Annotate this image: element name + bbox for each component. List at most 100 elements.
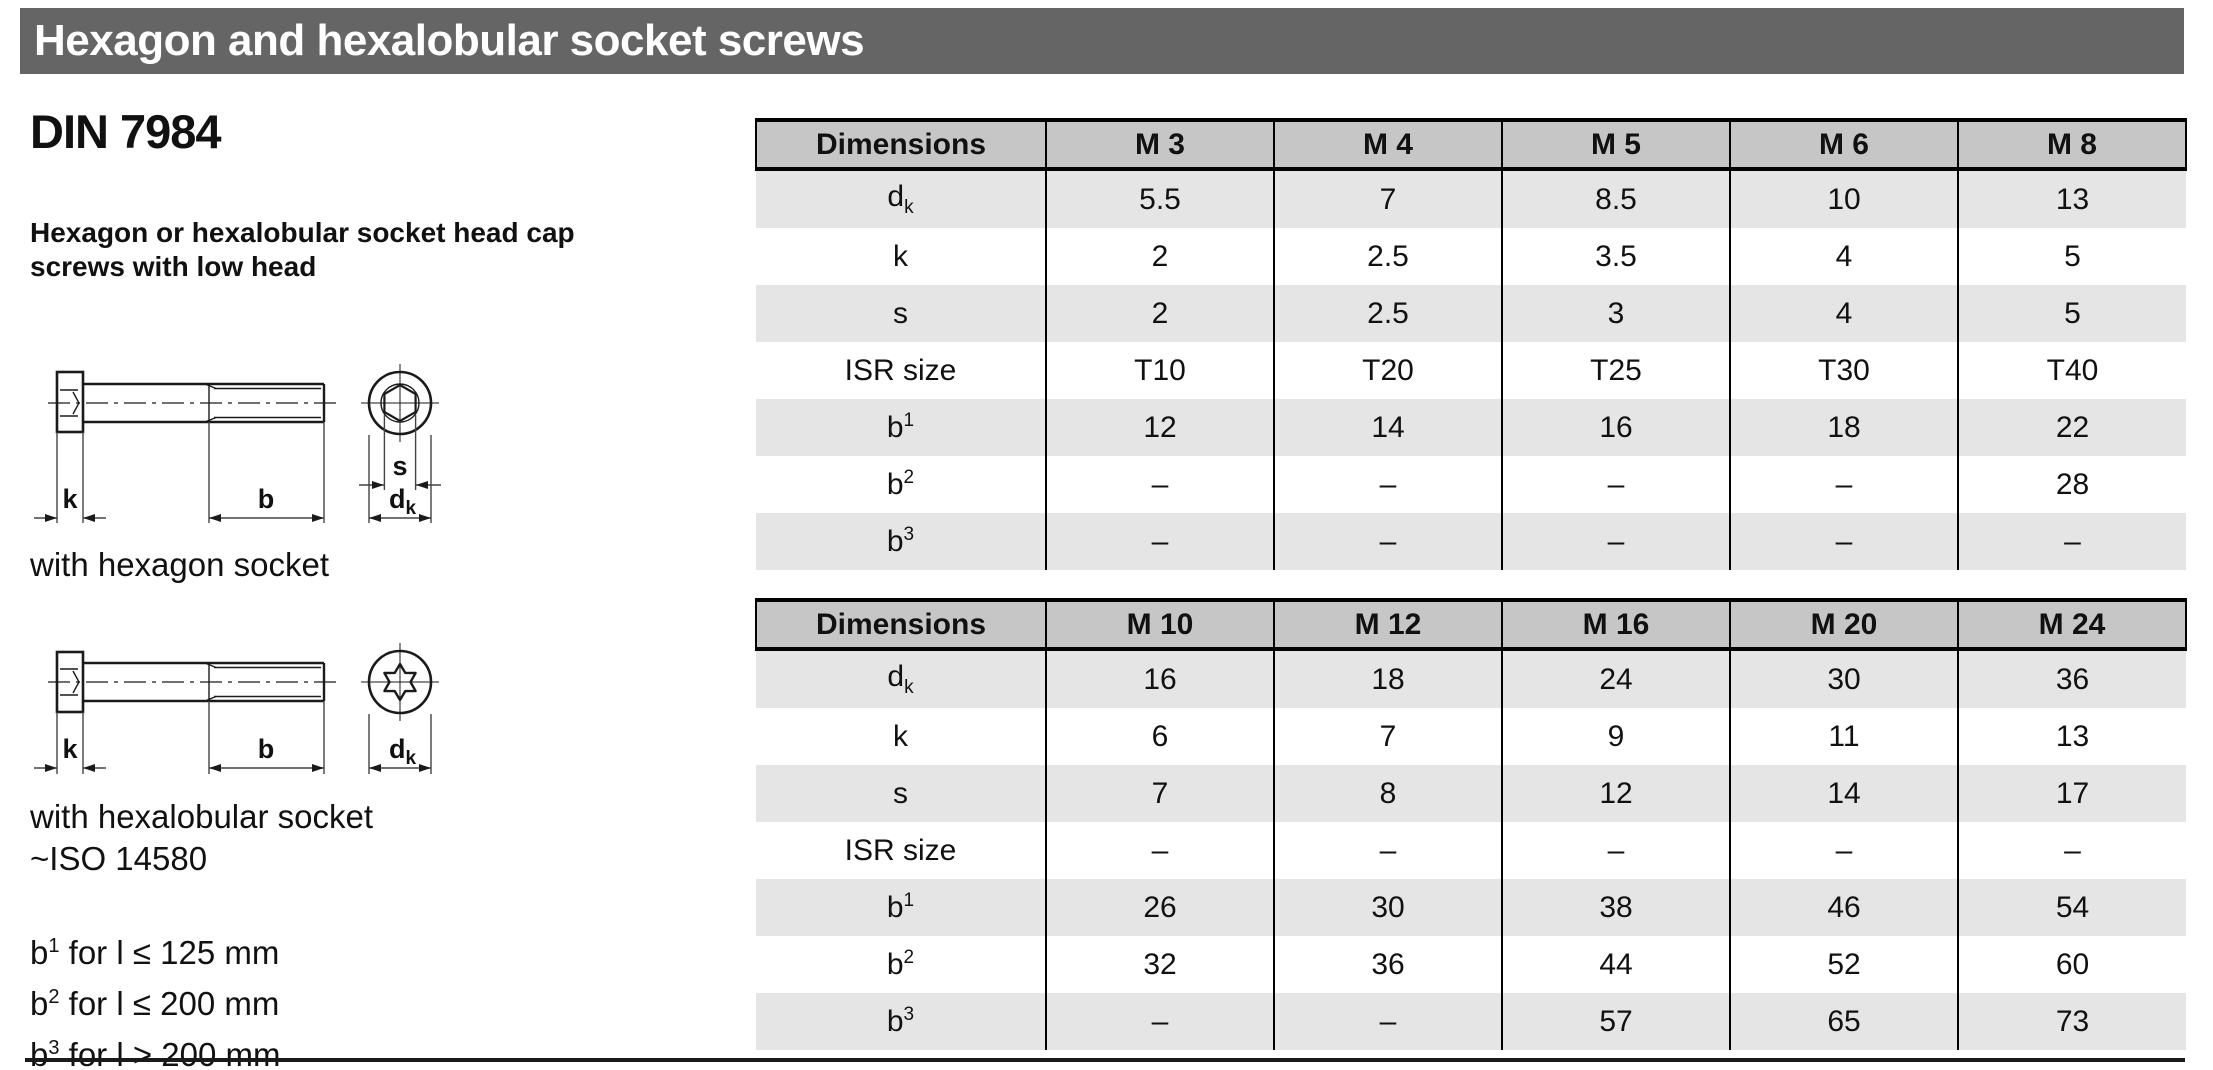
table-row: b1 26 30 38 46 54 bbox=[756, 879, 2186, 936]
hexagon-socket-caption: with hexagon socket bbox=[30, 546, 330, 583]
page-header-bar: Hexagon and hexalobular socket screws bbox=[20, 8, 2184, 74]
iso-reference: ~ISO 14580 bbox=[30, 840, 208, 877]
cell-value: 13 bbox=[1957, 169, 2186, 228]
subtitle-line-2: screws with low head bbox=[30, 251, 317, 282]
cell-value: 14 bbox=[1729, 765, 1958, 822]
cell-value: 46 bbox=[1729, 879, 1958, 936]
cell-value: 5.5 bbox=[1045, 169, 1274, 228]
row-label: k bbox=[893, 239, 908, 273]
cell-value: 6 bbox=[1045, 708, 1274, 765]
table-row: k 6 7 9 11 13 bbox=[756, 708, 2186, 765]
screw-head-side bbox=[55, 370, 85, 434]
screw-head-side bbox=[55, 650, 85, 714]
dim-label-k: k bbox=[62, 484, 78, 514]
table-row: ISR size T10 T20 T25 T30 T40 bbox=[756, 342, 2186, 399]
dimension-lines bbox=[34, 415, 441, 523]
cell-value: 4 bbox=[1729, 228, 1958, 285]
cell-value: – bbox=[1045, 993, 1274, 1050]
dimensions-table-large-sizes: Dimensions M 10 M 12 M 16 M 20 M 24 dk 16 18 24 30… bbox=[755, 598, 2187, 1050]
size-column-header: M 16 bbox=[1501, 598, 1730, 651]
cell-value: T30 bbox=[1729, 342, 1958, 399]
cell-value: 16 bbox=[1501, 399, 1730, 456]
standard-title: DIN 7984 bbox=[30, 105, 222, 158]
cell-value: – bbox=[1273, 513, 1502, 570]
table-row: s 2 2.5 3 4 5 bbox=[756, 285, 2186, 342]
table-row: dk 16 18 24 30 36 bbox=[756, 649, 2186, 708]
cell-value: 8.5 bbox=[1501, 169, 1730, 228]
cell-value: 2 bbox=[1045, 285, 1274, 342]
cell-value: 22 bbox=[1957, 399, 2186, 456]
table-row: b3– – – – – bbox=[756, 513, 2186, 570]
dimension-lines bbox=[34, 701, 432, 774]
cell-value: 26 bbox=[1045, 879, 1274, 936]
subtitle-line-1: Hexagon or hexalobular socket head cap bbox=[30, 217, 575, 248]
cell-value: 30 bbox=[1273, 879, 1502, 936]
cell-value: – bbox=[1501, 822, 1730, 879]
cell-value: 52 bbox=[1729, 936, 1958, 993]
cell-value: 7 bbox=[1045, 765, 1274, 822]
cell-value: 7 bbox=[1273, 169, 1502, 228]
cell-value: 32 bbox=[1045, 936, 1274, 993]
row-label: b3 bbox=[886, 1004, 915, 1038]
size-column-header: M 6 bbox=[1729, 118, 1958, 171]
cell-value: 17 bbox=[1957, 765, 2186, 822]
table-row: k 2 2.5 3.5 4 5 bbox=[756, 228, 2186, 285]
cell-value: 65 bbox=[1729, 993, 1958, 1050]
dim-label-dk: dk bbox=[389, 734, 417, 769]
cell-value: 14 bbox=[1273, 399, 1502, 456]
row-label: ISR size bbox=[844, 353, 957, 387]
size-column-header: M 24 bbox=[1957, 598, 2187, 651]
cell-value: 13 bbox=[1957, 708, 2186, 765]
cell-value: 12 bbox=[1045, 399, 1274, 456]
row-label: b3 bbox=[886, 524, 915, 558]
cell-value: T20 bbox=[1273, 342, 1502, 399]
bottom-divider bbox=[25, 1058, 2185, 1062]
cell-value: 9 bbox=[1501, 708, 1730, 765]
cell-value: 2 bbox=[1045, 228, 1274, 285]
cell-value: – bbox=[1729, 456, 1958, 513]
table-row: dk 5.5 7 8.5 10 13 bbox=[756, 169, 2186, 228]
cell-value: 4 bbox=[1729, 285, 1958, 342]
dim-label-b: b bbox=[258, 734, 275, 764]
table-row: s 7 8 12 14 17 bbox=[756, 765, 2186, 822]
cell-value: 8 bbox=[1273, 765, 1502, 822]
cell-value: – bbox=[1045, 456, 1274, 513]
cell-value: 18 bbox=[1729, 399, 1958, 456]
row-label: b1 bbox=[886, 410, 915, 444]
socket-cone-mark bbox=[72, 391, 80, 415]
table-row: b2– – – –28 bbox=[756, 456, 2186, 513]
dim-label-k: k bbox=[62, 734, 78, 764]
cell-value: – bbox=[1501, 456, 1730, 513]
footnote-b1: b1 for l ≤ 125 mm bbox=[30, 934, 280, 971]
cell-value: T40 bbox=[1957, 342, 2186, 399]
cell-value: – bbox=[1501, 513, 1730, 570]
cell-value: 73 bbox=[1957, 993, 2186, 1050]
cell-value: 44 bbox=[1501, 936, 1730, 993]
dim-label-b: b bbox=[258, 484, 275, 514]
dimensions-column-header: Dimensions bbox=[755, 598, 1046, 651]
row-label: k bbox=[893, 719, 908, 753]
cell-value: 7 bbox=[1273, 708, 1502, 765]
table-row: b2 32 36 44 52 60 bbox=[756, 936, 2186, 993]
cell-value: – bbox=[1957, 513, 2186, 570]
cell-value: – bbox=[1273, 822, 1502, 879]
cell-value: 38 bbox=[1501, 879, 1730, 936]
row-label: s bbox=[893, 296, 908, 330]
product-subtitle: Hexagon or hexalobular socket head cap s… bbox=[30, 216, 575, 284]
cell-value: 54 bbox=[1957, 879, 2186, 936]
cell-value: – bbox=[1729, 822, 1958, 879]
row-label: b2 bbox=[886, 467, 915, 501]
cell-value: 3.5 bbox=[1501, 228, 1730, 285]
dimension-arrows bbox=[45, 481, 431, 522]
table-row: b1 12 14 16 18 22 bbox=[756, 399, 2186, 456]
footnote-b3: b3 for l > 200 mm bbox=[30, 1036, 281, 1070]
hexalobular-socket-caption: with hexalobular socket ~ISO 14580 bbox=[30, 796, 373, 880]
table-row: ISR size – – – – – bbox=[756, 822, 2186, 879]
row-label: ISR size bbox=[844, 833, 957, 867]
cell-value: 36 bbox=[1273, 936, 1502, 993]
cell-value: – bbox=[1273, 456, 1502, 513]
